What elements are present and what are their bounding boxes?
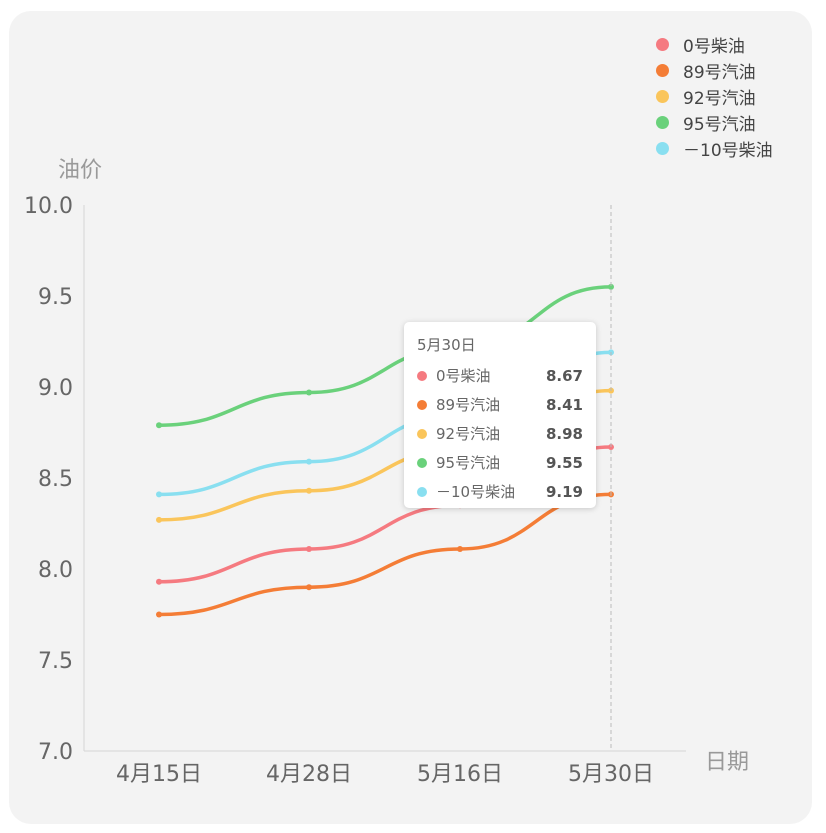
tooltip-value: 8.67 — [545, 366, 583, 385]
legend-dot — [656, 37, 669, 51]
tooltip-row: 89号汽油 8.41 — [417, 390, 583, 419]
data-point — [457, 545, 463, 552]
legend-item-0[interactable]: 0号柴油 — [656, 31, 773, 57]
tooltip-value: 9.19 — [545, 482, 583, 501]
y-tick-label: 7.5 — [38, 649, 73, 674]
x-tick-label: 5月30日 — [568, 762, 654, 787]
data-point — [306, 584, 312, 591]
data-point — [156, 578, 162, 585]
data-point — [608, 283, 614, 290]
tooltip-dot — [417, 457, 427, 468]
tooltip-series-name: 95号汽油 — [436, 454, 501, 472]
data-point — [306, 487, 312, 494]
y-tick-label: 9.0 — [38, 376, 73, 401]
tooltip-row: 92号汽油 8.98 — [417, 419, 583, 448]
legend-item-2[interactable]: 92号汽油 — [656, 83, 773, 109]
legend-dot — [656, 141, 669, 155]
legend-label: 89号汽油 — [683, 62, 756, 83]
tooltip-series-name: 89号汽油 — [436, 396, 501, 414]
x-tick-label: 4月15日 — [116, 762, 202, 787]
data-point — [156, 491, 162, 498]
series-line — [157, 492, 613, 617]
data-point — [306, 458, 312, 465]
tooltip-title: 5月30日 — [417, 336, 476, 354]
x-tick-label: 5月16日 — [417, 762, 503, 787]
y-tick-label: 10.0 — [24, 194, 73, 219]
y-tick-label: 7.0 — [38, 740, 73, 765]
legend-label: 95号汽油 — [683, 114, 756, 135]
legend-dot — [656, 63, 669, 77]
tooltip-dot — [417, 399, 427, 410]
tooltip-series-name: 0号柴油 — [436, 367, 491, 385]
data-point — [156, 516, 162, 523]
legend-item-3[interactable]: 95号汽油 — [656, 109, 773, 135]
tooltip: 5月30日 0号柴油 8.67 89号汽油 8.41 92号汽油 8.98 95… — [404, 322, 596, 508]
legend-label: 0号柴油 — [683, 36, 745, 57]
data-point — [156, 611, 162, 618]
tooltip-row: －10号柴油 9.19 — [417, 477, 583, 506]
tooltip-row: 0号柴油 8.67 — [417, 361, 583, 390]
legend-item-4[interactable]: －10号柴油 — [656, 135, 773, 161]
legend-label: －10号柴油 — [683, 140, 773, 161]
data-point — [608, 444, 614, 451]
data-point — [156, 422, 162, 429]
legend-dot — [656, 115, 669, 129]
tooltip-dot — [417, 486, 427, 497]
x-tick-label: 4月28日 — [266, 762, 352, 787]
y-tick-label: 9.5 — [38, 285, 73, 310]
tooltip-series-name: 92号汽油 — [436, 425, 501, 443]
y-tick-label: 8.0 — [38, 558, 73, 583]
tooltip-series-name: －10号柴油 — [436, 483, 516, 501]
legend-dot — [656, 89, 669, 103]
x-axis-title: 日期 — [705, 750, 749, 775]
data-point — [306, 389, 312, 396]
legend-item-1[interactable]: 89号汽油 — [656, 57, 773, 83]
y-tick-label: 8.5 — [38, 467, 73, 492]
tooltip-value: 9.55 — [545, 453, 583, 472]
tooltip-dot — [417, 370, 427, 381]
tooltip-dot — [417, 428, 427, 439]
y-axis-title: 油价 — [58, 158, 102, 183]
tooltip-value: 8.41 — [545, 395, 583, 414]
series-line — [157, 285, 613, 427]
tooltip-row: 95号汽油 9.55 — [417, 448, 583, 477]
chart-axes: 7.0 7.5 8.0 8.5 9.0 9.5 10.0 4月15日 4月28日 5月16日 5月3… — [24, 158, 749, 787]
data-point — [306, 545, 312, 552]
legend-label: 92号汽油 — [683, 88, 756, 109]
legend: 0号柴油 89号汽油 92号汽油 95号汽油 －10号柴油 — [656, 31, 773, 161]
tooltip-value: 8.98 — [545, 424, 583, 443]
